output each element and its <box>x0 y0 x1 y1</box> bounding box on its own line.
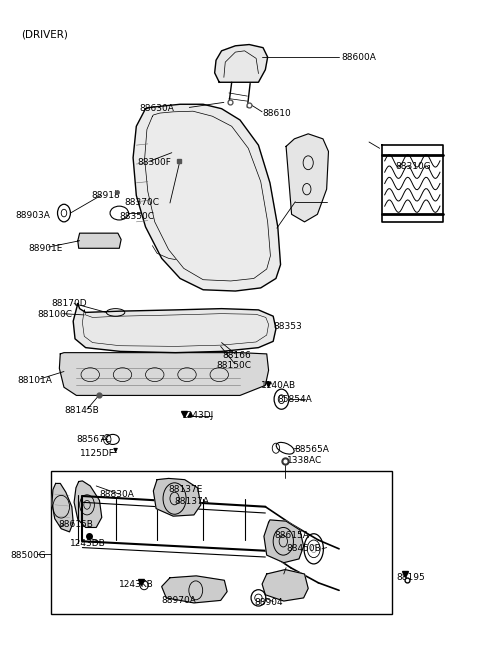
Polygon shape <box>73 304 276 352</box>
Text: 88370C: 88370C <box>124 198 159 208</box>
Text: 1125DF: 1125DF <box>80 449 115 458</box>
Text: 1243DB: 1243DB <box>70 539 105 548</box>
Text: 88166: 88166 <box>223 350 251 360</box>
Polygon shape <box>215 45 268 83</box>
Text: 88567C: 88567C <box>76 435 111 444</box>
Text: 88170D: 88170D <box>51 299 87 308</box>
Text: 88903A: 88903A <box>15 211 50 220</box>
Text: 88615B: 88615B <box>58 521 93 529</box>
Text: 88970A: 88970A <box>162 596 196 605</box>
Text: 88195: 88195 <box>396 573 425 582</box>
Text: 88610: 88610 <box>262 109 291 118</box>
Polygon shape <box>286 134 328 222</box>
Text: 88310G: 88310G <box>396 162 432 171</box>
Text: 88901E: 88901E <box>28 244 62 253</box>
Text: 88500G: 88500G <box>10 551 46 559</box>
Text: 88101A: 88101A <box>17 376 52 385</box>
Text: 88145B: 88145B <box>64 406 99 415</box>
Polygon shape <box>154 478 201 516</box>
Text: 88630A: 88630A <box>140 104 175 113</box>
Text: 88137E: 88137E <box>168 485 203 495</box>
Text: 88100C: 88100C <box>37 310 72 320</box>
Polygon shape <box>133 104 280 291</box>
Text: 1338AC: 1338AC <box>287 457 322 465</box>
Text: 88830A: 88830A <box>99 490 134 499</box>
Polygon shape <box>262 570 308 601</box>
Text: 88918: 88918 <box>92 191 120 200</box>
Polygon shape <box>264 520 303 563</box>
Text: 88137A: 88137A <box>175 496 209 506</box>
Text: 88565A: 88565A <box>294 445 329 454</box>
Text: 88615A: 88615A <box>275 531 310 540</box>
Text: 88600A: 88600A <box>341 52 376 62</box>
Bar <box>51 471 392 614</box>
Text: 88904: 88904 <box>255 599 283 607</box>
Polygon shape <box>162 576 227 603</box>
Text: 88350C: 88350C <box>119 212 154 221</box>
Text: (DRIVER): (DRIVER) <box>21 29 68 39</box>
Text: 88150C: 88150C <box>216 361 251 369</box>
Polygon shape <box>60 352 269 396</box>
Text: 88300F: 88300F <box>138 159 171 167</box>
Text: 1140AB: 1140AB <box>261 381 296 390</box>
Text: 1243KB: 1243KB <box>119 580 154 589</box>
Text: 85854A: 85854A <box>278 395 312 403</box>
Text: 1243DJ: 1243DJ <box>182 411 215 420</box>
Polygon shape <box>74 481 102 527</box>
Polygon shape <box>52 483 73 532</box>
Polygon shape <box>78 233 121 248</box>
Text: 88450B: 88450B <box>286 544 321 553</box>
Text: 88353: 88353 <box>273 322 302 331</box>
